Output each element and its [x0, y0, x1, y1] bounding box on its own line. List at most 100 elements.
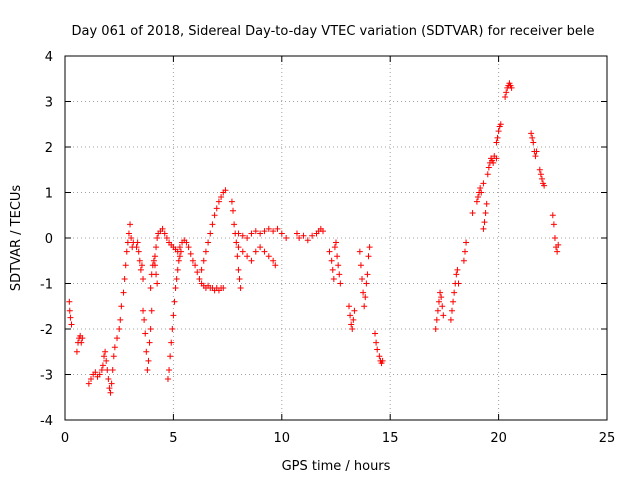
data-point [329, 266, 336, 273]
data-point [497, 121, 504, 128]
data-point [234, 253, 241, 260]
data-point [235, 266, 242, 273]
data-point [145, 357, 152, 364]
y-tick-label: -4 [40, 414, 53, 429]
data-point [373, 339, 380, 346]
series-seg05 [117, 221, 137, 323]
data-point [362, 294, 369, 301]
data-point [108, 380, 115, 387]
series-seg25 [469, 209, 476, 216]
data-point [278, 230, 285, 237]
data-point [116, 326, 123, 332]
data-point [218, 194, 225, 201]
data-point [350, 316, 357, 323]
data-point [148, 307, 155, 314]
plot-frame [64, 55, 608, 421]
data-point [434, 307, 441, 314]
y-tick-label: -2 [40, 323, 53, 338]
data-point [309, 232, 316, 239]
data-point [270, 228, 277, 235]
data-point [463, 239, 470, 246]
series-seg31 [528, 130, 540, 160]
data-point [495, 128, 502, 135]
data-point [141, 316, 148, 323]
data-point [331, 244, 338, 251]
data-point [202, 248, 209, 255]
data-point [151, 253, 158, 260]
data-point [484, 171, 491, 178]
data-point [170, 312, 177, 319]
data-point [454, 266, 461, 273]
data-point [265, 253, 272, 260]
data-point [66, 298, 73, 305]
data-point [231, 221, 238, 228]
series-seg06 [133, 239, 147, 282]
data-point [140, 307, 147, 314]
x-tick-label: 10 [274, 431, 291, 446]
series-seg27 [480, 200, 490, 232]
data-point [272, 262, 279, 269]
data-point [480, 225, 487, 232]
data-point [432, 326, 439, 332]
data-point [502, 93, 509, 100]
data-points [66, 80, 562, 396]
data-point [144, 366, 151, 373]
y-tick-label: 1 [45, 187, 53, 202]
data-point [450, 298, 457, 305]
series-seg18 [346, 303, 358, 332]
y-tick-label: 3 [45, 96, 53, 111]
data-point [172, 285, 179, 292]
y-tick-label: 4 [45, 50, 53, 65]
data-point [483, 200, 490, 207]
data-point [374, 346, 381, 353]
data-point [485, 164, 492, 171]
data-point [99, 362, 106, 369]
data-point [261, 228, 268, 235]
series-seg30 [502, 80, 515, 100]
data-point [270, 257, 277, 264]
data-point [168, 339, 175, 346]
data-point [169, 326, 176, 332]
data-point [328, 257, 335, 264]
data-point [110, 353, 117, 360]
data-point [114, 335, 121, 342]
x-tick-label: 20 [490, 431, 507, 446]
data-point [111, 344, 118, 351]
data-point [78, 339, 85, 346]
series-seg28 [484, 153, 500, 178]
data-point [207, 230, 214, 237]
data-point [265, 225, 272, 232]
data-point [366, 244, 373, 251]
data-point [490, 159, 497, 166]
data-point [189, 257, 196, 264]
data-point [379, 357, 386, 364]
data-point [475, 194, 482, 201]
data-point [151, 262, 158, 269]
data-point [73, 348, 80, 355]
data-point [372, 330, 379, 337]
data-point [460, 257, 467, 264]
data-point [283, 235, 290, 241]
data-point [187, 250, 194, 257]
data-point [549, 212, 556, 219]
data-point [133, 244, 140, 251]
data-point [493, 155, 500, 162]
data-point [107, 389, 114, 396]
series-seg29 [493, 121, 504, 146]
data-point [554, 248, 561, 255]
data-point [123, 248, 130, 255]
data-point [351, 307, 358, 314]
series-seg15 [235, 225, 290, 241]
data-point [333, 239, 339, 246]
data-point [142, 330, 149, 337]
data-point [244, 253, 251, 260]
data-point [213, 205, 220, 212]
series-seg09 [151, 225, 170, 260]
data-point [453, 271, 460, 278]
data-point [550, 221, 557, 228]
data-point [154, 235, 161, 241]
data-point [176, 253, 183, 260]
data-point [102, 348, 109, 355]
data-point [194, 269, 201, 276]
